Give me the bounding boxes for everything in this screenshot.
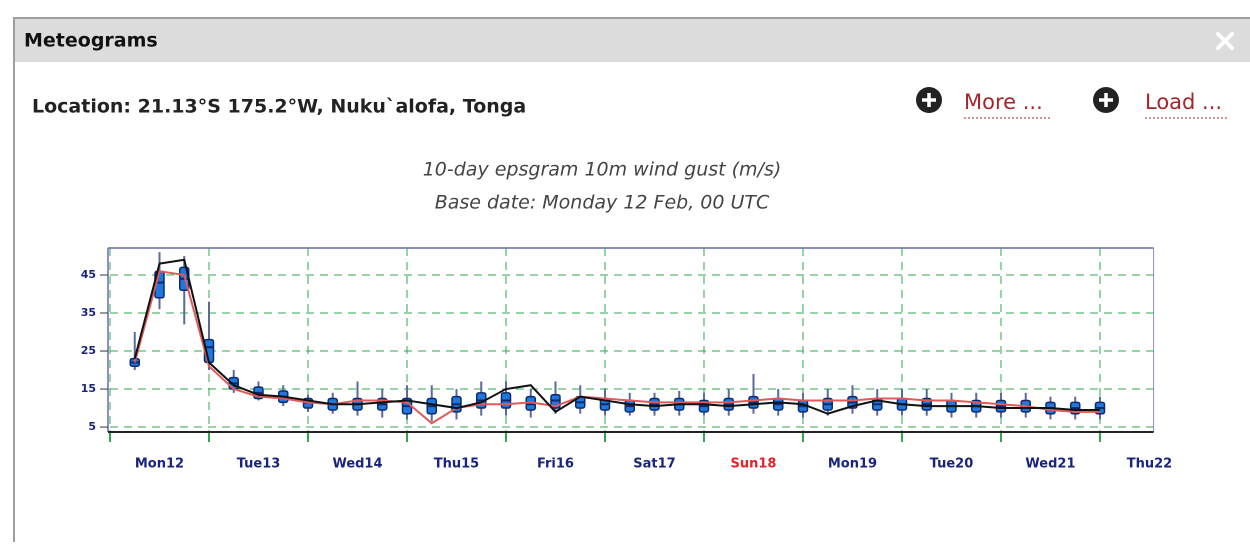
- x-tick-label: Tue20: [930, 457, 974, 472]
- line-series: [133, 270, 1100, 425]
- plot: 5 15 25 35 45 Mon12 Tue13 Wed14 Thu15 Fri16 Sat17 S…: [81, 247, 1172, 472]
- x-tick-label: Sat17: [633, 457, 675, 472]
- x-tick-label: Mon12: [135, 457, 184, 472]
- more-link[interactable]: More ...: [964, 90, 1043, 114]
- window-frame: [13, 17, 1250, 546]
- more-icon[interactable]: [916, 87, 942, 113]
- y-tick-label: 45: [81, 268, 96, 281]
- y-tick-label: 35: [81, 306, 96, 319]
- chart-title: 10-day epsgram 10m wind gust (m/s): [423, 159, 782, 181]
- x-tick-label: Thu15: [434, 457, 479, 472]
- load-icon[interactable]: [1093, 87, 1119, 113]
- title-bar: [15, 19, 1250, 62]
- x-tick-label: Sun18: [731, 457, 777, 472]
- load-link[interactable]: Load ...: [1145, 90, 1222, 114]
- x-tick-label: Tue13: [237, 457, 281, 472]
- chart-subtitle: Base date: Monday 12 Feb, 00 UTC: [435, 192, 770, 214]
- y-tick-label: 15: [81, 382, 96, 395]
- y-tick-label: 25: [81, 344, 96, 357]
- line-series: [133, 258, 1100, 415]
- close-button[interactable]: [1216, 32, 1234, 50]
- x-tick-label: Wed21: [1025, 457, 1075, 472]
- x-tick-label: Thu22: [1127, 457, 1172, 472]
- x-tick-label: Wed14: [332, 457, 382, 472]
- x-tick-label: Mon19: [828, 457, 877, 472]
- y-tick-label: 5: [88, 420, 96, 433]
- x-tick-label: Fri16: [537, 457, 574, 472]
- window-title: Meteograms: [24, 30, 158, 52]
- location: Location: 21.13°S 175.2°W, Nuku`alofa, T…: [32, 96, 526, 118]
